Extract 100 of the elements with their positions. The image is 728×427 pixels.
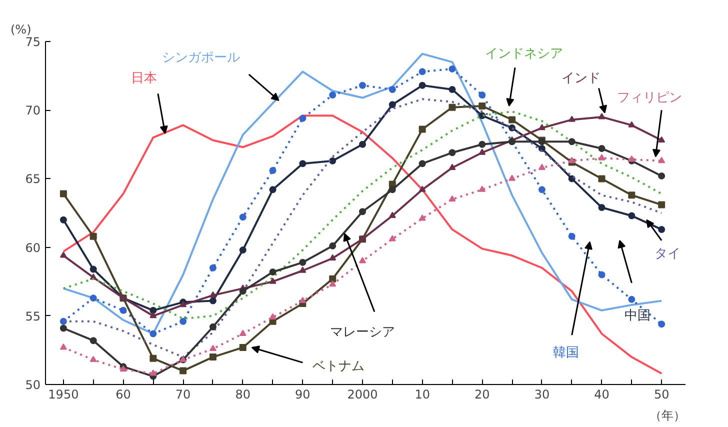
point bbox=[269, 268, 276, 276]
point bbox=[478, 186, 486, 192]
point bbox=[60, 252, 67, 258]
point bbox=[299, 160, 306, 168]
x-tick-label: 10 bbox=[414, 388, 430, 402]
point bbox=[299, 114, 306, 122]
text: インド bbox=[561, 71, 600, 86]
point bbox=[448, 149, 456, 156]
point bbox=[90, 232, 97, 240]
x-tick-label: 1950 bbox=[48, 388, 79, 402]
point bbox=[508, 174, 516, 181]
point bbox=[448, 65, 456, 72]
text: フィリピン bbox=[617, 90, 682, 106]
point bbox=[418, 160, 426, 168]
point bbox=[329, 157, 336, 164]
point bbox=[90, 337, 97, 344]
y-tick-label: 75 bbox=[25, 35, 41, 49]
point bbox=[239, 344, 246, 351]
y-tick-label: 70 bbox=[25, 104, 41, 118]
point bbox=[658, 136, 666, 143]
point bbox=[359, 257, 366, 264]
point bbox=[478, 102, 486, 110]
point bbox=[448, 195, 456, 202]
point bbox=[568, 156, 576, 164]
point bbox=[568, 232, 576, 240]
point bbox=[418, 214, 426, 221]
point bbox=[388, 186, 396, 194]
text: タイ bbox=[654, 246, 681, 262]
x-tick-label: 90 bbox=[295, 388, 310, 402]
point bbox=[359, 82, 366, 89]
y-tick-label: 60 bbox=[25, 240, 41, 255]
point bbox=[150, 312, 157, 318]
y-tick-label: 50 bbox=[25, 378, 41, 392]
point bbox=[418, 82, 426, 89]
point bbox=[538, 186, 546, 194]
x-tick-label: 20 bbox=[474, 388, 490, 402]
point bbox=[478, 140, 486, 148]
text: マレーシア bbox=[330, 324, 396, 340]
point bbox=[658, 320, 666, 328]
text: インドネシア bbox=[485, 46, 564, 62]
y-tick-label: 55 bbox=[25, 309, 41, 324]
point bbox=[269, 278, 276, 284]
point bbox=[598, 175, 606, 182]
y-axis-title: (%) bbox=[10, 22, 32, 36]
point bbox=[388, 101, 396, 108]
point bbox=[598, 154, 606, 160]
x-tick-label: 70 bbox=[175, 388, 191, 402]
point bbox=[658, 201, 666, 208]
point bbox=[538, 164, 546, 170]
x-tick-label: 2000 bbox=[347, 388, 378, 402]
point bbox=[120, 306, 127, 314]
point bbox=[239, 214, 246, 221]
point bbox=[269, 166, 276, 174]
point bbox=[180, 367, 187, 374]
x-tick-label: 60 bbox=[116, 388, 131, 402]
point bbox=[388, 86, 396, 94]
point bbox=[180, 318, 187, 325]
point bbox=[150, 370, 157, 376]
point bbox=[448, 164, 456, 170]
point bbox=[359, 140, 366, 148]
point bbox=[628, 296, 636, 303]
point bbox=[628, 212, 636, 220]
point bbox=[388, 212, 396, 218]
point bbox=[299, 266, 306, 273]
point bbox=[90, 266, 97, 273]
point bbox=[209, 354, 216, 361]
point bbox=[150, 354, 157, 362]
point bbox=[209, 323, 216, 330]
point bbox=[329, 280, 336, 287]
point bbox=[538, 124, 546, 130]
x-tick-label: 30 bbox=[534, 388, 550, 402]
point bbox=[658, 172, 666, 180]
point bbox=[60, 324, 67, 332]
point bbox=[418, 186, 426, 192]
point bbox=[329, 242, 336, 250]
point bbox=[209, 297, 216, 304]
point bbox=[448, 86, 456, 94]
text: ベトナム bbox=[312, 359, 365, 374]
point bbox=[299, 258, 306, 266]
point bbox=[598, 145, 606, 152]
point bbox=[60, 190, 67, 198]
text: 中国 bbox=[624, 308, 651, 324]
point bbox=[628, 156, 636, 162]
point bbox=[209, 264, 216, 272]
point bbox=[598, 112, 606, 120]
point bbox=[209, 344, 216, 352]
point bbox=[628, 121, 636, 128]
point bbox=[418, 126, 426, 133]
point bbox=[598, 271, 606, 278]
point bbox=[568, 138, 576, 146]
text: 日本 bbox=[131, 71, 158, 86]
point bbox=[598, 204, 606, 212]
point bbox=[239, 330, 246, 336]
point bbox=[329, 254, 336, 261]
point bbox=[478, 148, 486, 155]
point bbox=[60, 216, 67, 224]
point bbox=[568, 116, 576, 122]
point bbox=[299, 296, 306, 304]
point bbox=[448, 104, 456, 111]
point bbox=[658, 156, 666, 164]
